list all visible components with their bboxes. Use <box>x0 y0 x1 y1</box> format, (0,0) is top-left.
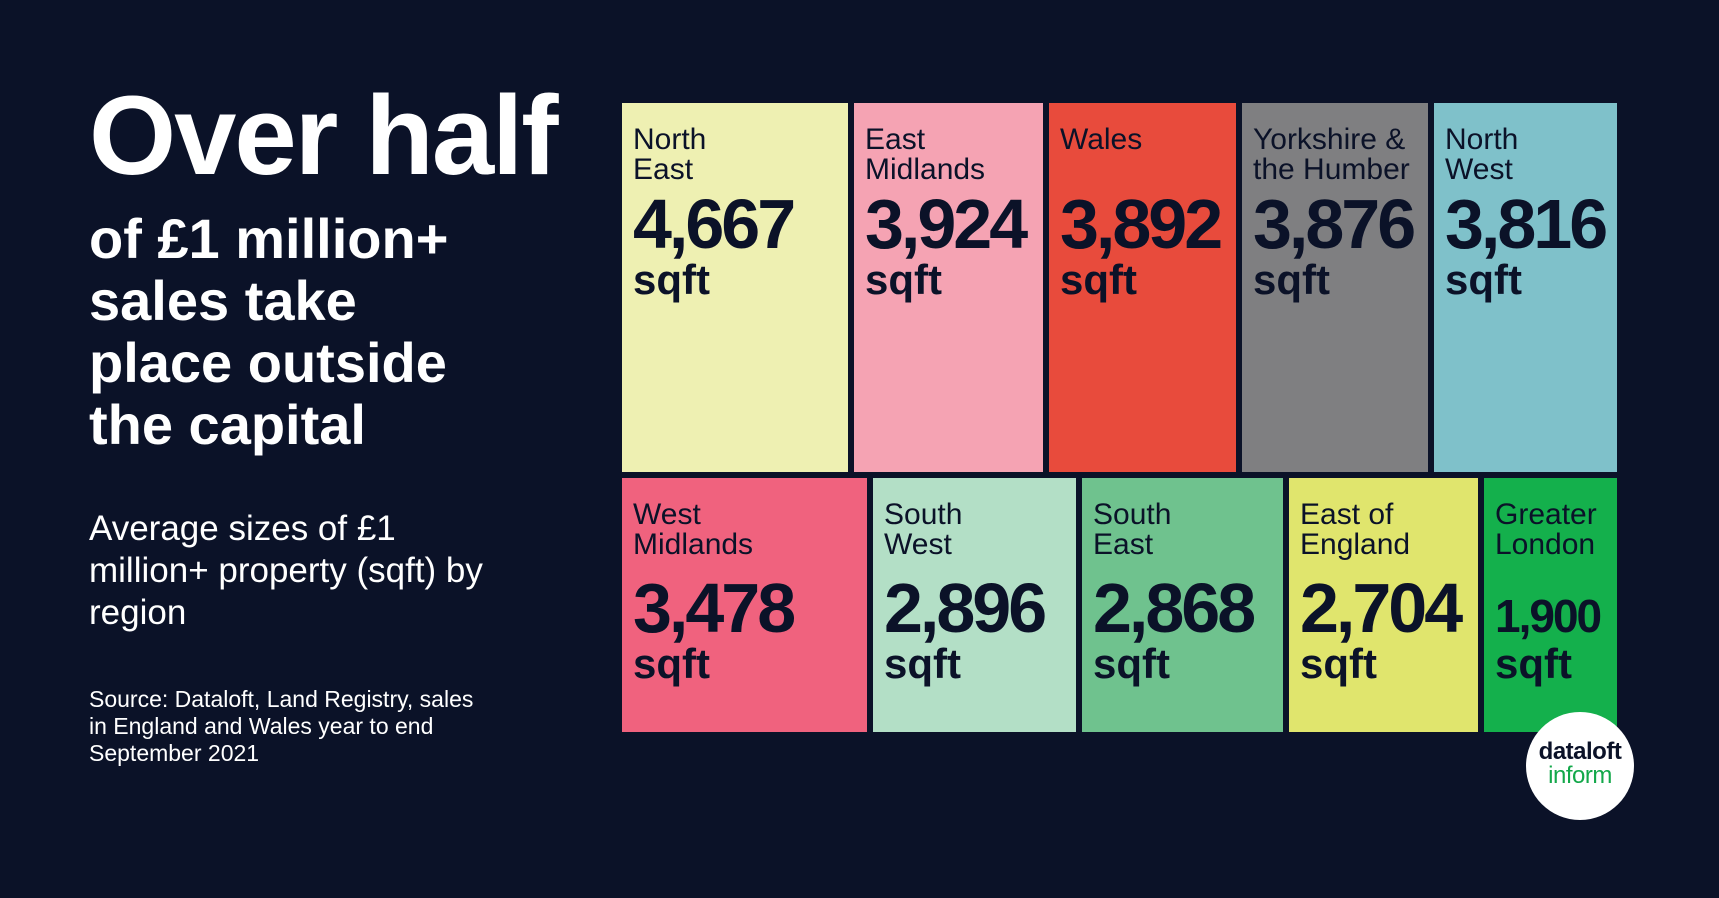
tile-south-east: South East 2,868 sqft <box>1079 475 1286 735</box>
tile-unit: sqft <box>633 640 710 687</box>
tile-region-line1: South <box>1093 498 1172 531</box>
tile-value: 4,667 <box>633 185 796 263</box>
tile-north-west: North West 3,816 sqft <box>1431 100 1620 475</box>
tile-region-line1: East of <box>1300 498 1394 531</box>
tile-region-line1: Wales <box>1060 123 1143 156</box>
subhead: of £1 million+ sales take place outside … <box>89 207 449 456</box>
tile-region-line1: North <box>1445 123 1519 156</box>
tile-east-midlands: East Midlands 3,924 sqft <box>851 100 1046 475</box>
tile-region-label: East Midlands <box>865 125 985 185</box>
tile-value: 3,478 <box>633 569 796 647</box>
tile-unit: sqft <box>1060 256 1137 303</box>
tile-value: 2,868 <box>1093 569 1256 647</box>
tile-value: 2,704 <box>1300 569 1463 647</box>
tile-region-label: East of England <box>1300 500 1410 560</box>
tile-region-label: North West <box>1445 125 1518 185</box>
tile-greater-london: Greater London 1,900 sqft <box>1481 475 1620 735</box>
tile-value: 3,892 <box>1060 185 1223 263</box>
tile-region-label: Wales <box>1060 125 1142 155</box>
tile-region-line2: Midlands <box>633 528 754 561</box>
tile-region-line2: London <box>1495 528 1596 561</box>
tile-value: 2,896 <box>884 569 1047 647</box>
tile-east-of-england: East of England 2,704 sqft <box>1286 475 1481 735</box>
logo-line2: inform <box>1548 762 1612 789</box>
tile-region-line2: West <box>1445 153 1513 186</box>
tile-region-line1: Yorkshire & <box>1253 123 1406 156</box>
tile-region-line2: East <box>633 153 694 186</box>
tile-west-midlands: West Midlands 3,478 sqft <box>619 475 870 735</box>
tile-region-label: West Midlands <box>633 500 753 560</box>
headline: Over half <box>89 73 559 198</box>
tile-region-line1: East <box>865 123 926 156</box>
tile-region-label: Yorkshire & the Humber <box>1253 125 1410 185</box>
tile-region-label: South West <box>884 500 962 560</box>
tile-unit: sqft <box>1253 256 1330 303</box>
tile-unit: sqft <box>1445 256 1522 303</box>
tile-region-line2: England <box>1300 528 1411 561</box>
tile-region-line2: Midlands <box>865 153 986 186</box>
tile-unit: sqft <box>884 640 961 687</box>
tile-value: 3,876 <box>1253 185 1416 263</box>
tile-unit: sqft <box>633 256 710 303</box>
tile-region-line1: South <box>884 498 963 531</box>
tile-value: 3,816 <box>1445 185 1608 263</box>
dataloft-logo: dataloft inform <box>1526 712 1634 820</box>
tile-south-west: South West 2,896 sqft <box>870 475 1079 735</box>
tile-unit: sqft <box>865 256 942 303</box>
tile-north-east: North East 4,667 sqft <box>619 100 851 475</box>
tile-region-line2: East <box>1093 528 1154 561</box>
tile-region-line1: West <box>633 498 701 531</box>
tile-unit: sqft <box>1495 640 1572 687</box>
tile-wales: Wales 3,892 sqft <box>1046 100 1239 475</box>
logo-line1: dataloft <box>1538 738 1622 765</box>
tile-region-line1: North <box>633 123 707 156</box>
tile-yorkshire-the-humber: Yorkshire & the Humber 3,876 sqft <box>1239 100 1431 475</box>
tile-region-line1: Greater <box>1495 498 1597 531</box>
tile-region-label: North East <box>633 125 706 185</box>
source-note: Source: Dataloft, Land Registry, sales i… <box>89 686 474 766</box>
tile-value: 3,924 <box>865 185 1028 263</box>
tile-region-line2: West <box>884 528 952 561</box>
tile-unit: sqft <box>1093 640 1170 687</box>
tile-value: 1,900 <box>1495 590 1602 642</box>
tile-region-line2: the Humber <box>1253 153 1410 186</box>
chart-caption: Average sizes of £1 million+ property (s… <box>89 509 483 632</box>
tile-region-label: South East <box>1093 500 1171 560</box>
tile-region-label: Greater London <box>1495 500 1597 560</box>
tile-unit: sqft <box>1300 640 1377 687</box>
